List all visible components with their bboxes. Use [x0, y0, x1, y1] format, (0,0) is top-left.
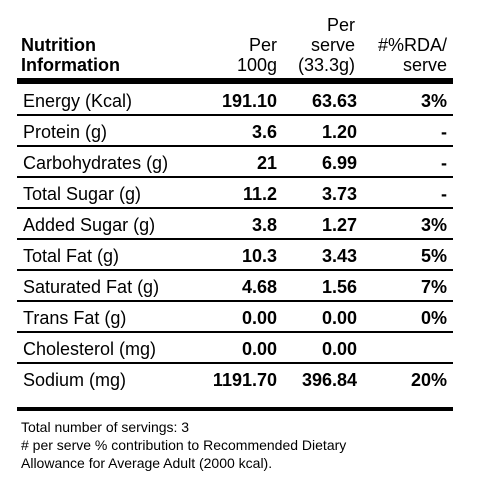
servings-note: Total number of servings: 3 [21, 419, 190, 435]
nutrient-name: Protein (g) [23, 122, 108, 142]
header-per-serve: Per serve (33.3g) [279, 15, 355, 75]
rda-note-line2: Allowance for Average Adult (2000 kcal). [21, 455, 273, 471]
nutrient-name: Total Fat (g) [23, 246, 120, 266]
header-per-100g-line1: Per [248, 35, 277, 55]
nutrition-panel: Nutrition Information Per 100g Per serve… [9, 0, 461, 500]
value-rda: 0% [420, 308, 447, 328]
value-rda: 20% [410, 370, 447, 390]
value-rda: 5% [420, 246, 447, 266]
value-per-serve: 3.43 [321, 246, 357, 266]
table-row: Carbohydrates (g) 21 6.99 - [17, 147, 453, 178]
table-row: Energy (Kcal) 191.10 63.63 3% [17, 85, 453, 116]
nutrient-name: Carbohydrates (g) [23, 153, 169, 173]
table-row: Added Sugar (g) 3.8 1.27 3% [17, 209, 453, 240]
value-per-serve: 1.27 [321, 215, 357, 235]
table-row: Sodium (mg) 1191.70 396.84 20% [17, 364, 453, 395]
nutrient-name: Energy (Kcal) [23, 91, 133, 111]
footer-divider [17, 407, 453, 411]
header-divider [17, 78, 453, 84]
header-per-100g-line2: 100g [236, 55, 277, 75]
header-per-serve-line2: serve [310, 35, 355, 55]
table-row: Trans Fat (g) 0.00 0.00 0% [17, 302, 453, 333]
table-row: Total Sugar (g) 11.2 3.73 - [17, 178, 453, 209]
value-rda: 3% [420, 215, 447, 235]
value-per-100g: 3.6 [251, 122, 277, 142]
value-per-serve: 63.63 [311, 91, 357, 111]
value-per-serve: 0.00 [321, 339, 357, 359]
rda-note-line1: # per serve % contribution to Recommende… [21, 437, 347, 453]
table-header: Nutrition Information Per 100g Per serve… [9, 0, 461, 82]
value-per-100g: 0.00 [241, 308, 277, 328]
footnote: Total number of servings: 3 # per serve … [21, 418, 451, 472]
value-per-100g: 1191.70 [212, 370, 277, 390]
value-per-serve: 1.56 [321, 277, 357, 297]
nutrient-name: Added Sugar (g) [23, 215, 156, 235]
value-per-serve: 396.84 [301, 370, 357, 390]
value-per-100g: 10.3 [241, 246, 277, 266]
value-rda: 3% [420, 91, 447, 111]
nutrient-name: Saturated Fat (g) [23, 277, 160, 297]
nutrient-table: Energy (Kcal) 191.10 63.63 3% Protein (g… [17, 85, 453, 395]
table-row: Total Fat (g) 10.3 3.43 5% [17, 240, 453, 271]
header-per-serve-line3: (33.3g) [297, 55, 355, 75]
nutrient-name: Trans Fat (g) [23, 308, 127, 328]
value-per-100g: 0.00 [241, 339, 277, 359]
nutrient-name: Sodium (mg) [23, 370, 127, 390]
value-rda: - [441, 184, 447, 204]
header-rda-line2: serve [402, 55, 447, 75]
value-per-100g: 11.2 [242, 184, 277, 204]
table-row: Saturated Fat (g) 4.68 1.56 7% [17, 271, 453, 302]
nutrient-name: Total Sugar (g) [23, 184, 142, 204]
nutrient-name: Cholesterol (mg) [23, 339, 157, 359]
table-row: Protein (g) 3.6 1.20 - [17, 116, 453, 147]
header-per-serve-line1: Per [326, 15, 355, 35]
value-per-100g: 4.68 [241, 277, 277, 297]
header-rda: #%RDA/ serve [361, 35, 447, 75]
value-per-100g: 3.8 [251, 215, 277, 235]
header-title: Nutrition Information [21, 35, 120, 75]
header-per-100g: Per 100g [219, 35, 277, 75]
header-title-line1: Nutrition [21, 35, 96, 55]
value-rda: - [441, 153, 447, 173]
value-per-serve: 1.20 [321, 122, 357, 142]
value-per-serve: 0.00 [321, 308, 357, 328]
value-rda: 7% [420, 277, 447, 297]
value-rda: - [441, 122, 447, 142]
header-title-line2: Information [21, 55, 120, 75]
value-per-100g: 21 [256, 153, 277, 173]
value-per-100g: 191.10 [221, 91, 277, 111]
table-row: Cholesterol (mg) 0.00 0.00 [17, 333, 453, 364]
value-per-serve: 3.73 [321, 184, 357, 204]
header-rda-line1: #%RDA/ [377, 35, 447, 55]
value-per-serve: 6.99 [321, 153, 357, 173]
